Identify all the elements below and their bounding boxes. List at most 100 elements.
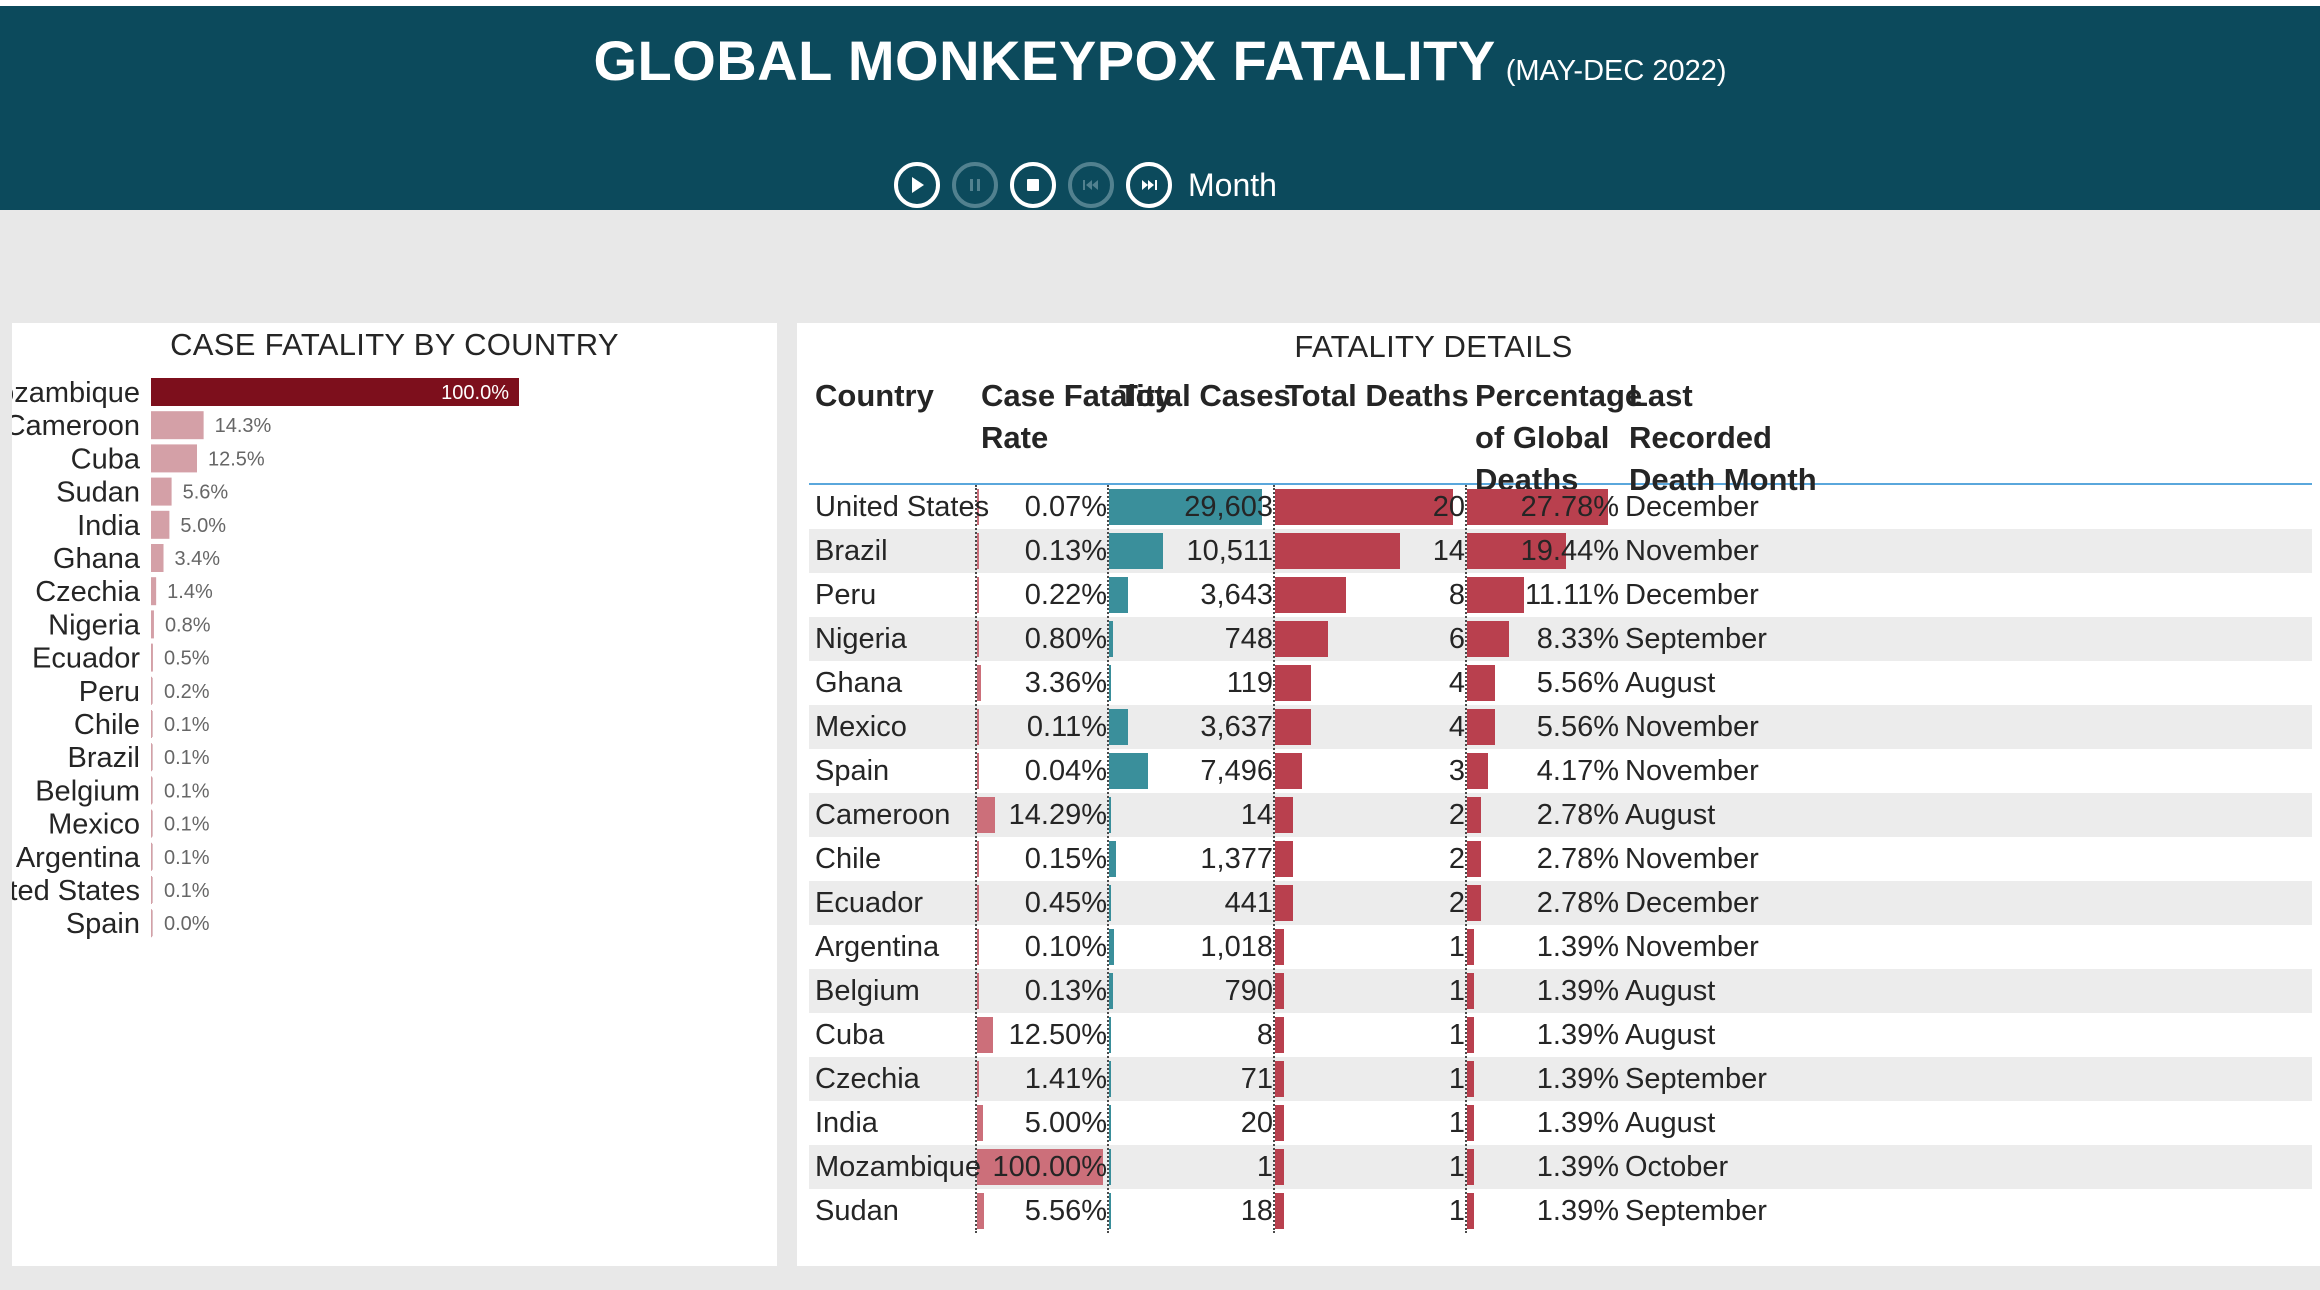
cell-percentage-global-deaths-bar — [1467, 533, 1566, 569]
bar — [151, 676, 152, 705]
cell-total-deaths: 1 — [1273, 1101, 1465, 1145]
cell-case-fatality-rate-text: 100.00% — [992, 1151, 1108, 1183]
cell-percentage-global-deaths-text: 27.78% — [1520, 491, 1619, 523]
column-header-total-cases[interactable]: Total Cases — [1119, 378, 1291, 413]
column-header-percentage-global-deaths[interactable]: Percentage of Global Deaths — [1475, 375, 1642, 515]
cell-total-deaths-bar — [1275, 1105, 1284, 1141]
cell-total-deaths-bar — [1275, 753, 1302, 789]
bar-category-label: India — [77, 510, 141, 542]
bar-value-label: 14.3% — [215, 415, 272, 437]
cell-total-cases-bar — [1109, 929, 1115, 965]
cell-total-cases: 18 — [1107, 1189, 1273, 1233]
play-icon[interactable] — [894, 162, 940, 208]
cell-case-fatality-rate-bar — [977, 1193, 985, 1229]
cell-percentage-global-deaths: 1.39% — [1465, 969, 1619, 1013]
table-row[interactable]: Mozambique 100.00% 1 1 1.39% October — [809, 1145, 2312, 1189]
table-row[interactable]: Brazil 0.13% 10,511 14 19.44% November — [809, 529, 2312, 573]
cell-country: India — [809, 1101, 975, 1145]
table-row[interactable]: Belgium 0.13% 790 1 1.39% August — [809, 969, 2312, 1013]
next-icon[interactable] — [1126, 162, 1172, 208]
cell-percentage-global-deaths: 1.39% — [1465, 1145, 1619, 1189]
table-row[interactable]: Peru 0.22% 3,643 8 11.11% December — [809, 573, 2312, 617]
cell-total-deaths-bar — [1275, 929, 1284, 965]
cell-country-text: Ecuador — [815, 887, 924, 919]
cell-total-cases-bar — [1109, 1149, 1111, 1185]
cell-total-cases-text: 18 — [1240, 1195, 1273, 1227]
cell-country-text: Belgium — [815, 975, 920, 1007]
cell-case-fatality-rate-bar — [977, 533, 979, 569]
cell-case-fatality-rate: 100.00% — [975, 1145, 1107, 1189]
cell-last-death-month: September — [1619, 1057, 1909, 1101]
table-row[interactable]: Ecuador 0.45% 441 2 2.78% December — [809, 881, 2312, 925]
cell-percentage-global-deaths: 5.56% — [1465, 661, 1619, 705]
cell-country: United States — [809, 485, 989, 529]
table-row[interactable]: Argentina 0.10% 1,018 1 1.39% November — [809, 925, 2312, 969]
cell-country-text: India — [815, 1107, 878, 1139]
cell-country: Argentina — [809, 925, 975, 969]
cell-last-death-month: August — [1619, 1013, 1909, 1057]
stop-icon[interactable] — [1010, 162, 1056, 208]
cell-total-deaths-bar — [1275, 973, 1284, 1009]
cell-percentage-global-deaths-text: 1.39% — [1536, 1019, 1619, 1051]
cell-case-fatality-rate: 14.29% — [975, 793, 1107, 837]
table-row[interactable]: Ghana 3.36% 119 4 5.56% August — [809, 661, 2312, 705]
cell-total-cases-text: 441 — [1224, 887, 1273, 919]
bar-category-label: Sudan — [56, 477, 140, 509]
cell-total-deaths-bar — [1275, 885, 1293, 921]
cell-total-deaths-bar — [1275, 1149, 1284, 1185]
table-row[interactable]: United States 0.07% 29,603 20 27.78% December — [809, 485, 2312, 529]
cell-total-deaths-bar — [1275, 665, 1311, 701]
page-bottom-margin — [0, 1266, 2320, 1290]
cell-country: Peru — [809, 573, 975, 617]
table-row[interactable]: Spain 0.04% 7,496 3 4.17% November — [809, 749, 2312, 793]
table-row[interactable]: India 5.00% 20 1 1.39% August — [809, 1101, 2312, 1145]
table-row[interactable]: Cuba 12.50% 8 1 1.39% August — [809, 1013, 2312, 1057]
table-row[interactable]: Mexico 0.11% 3,637 4 5.56% November — [809, 705, 2312, 749]
cell-total-cases-bar — [1109, 841, 1117, 877]
cell-case-fatality-rate-text: 0.10% — [1024, 931, 1107, 963]
cell-total-cases: 1 — [1107, 1145, 1273, 1189]
column-header-last-death-month[interactable]: Last Recorded Death Month — [1629, 378, 1817, 497]
table-row[interactable]: Cameroon 14.29% 14 2 2.78% August — [809, 793, 2312, 837]
cell-total-cases-text: 8 — [1256, 1019, 1273, 1051]
cell-percentage-global-deaths: 2.78% — [1465, 793, 1619, 837]
cell-case-fatality-rate-text: 1.41% — [1024, 1063, 1107, 1095]
bar — [151, 444, 197, 473]
cell-country: Mexico — [809, 705, 975, 749]
table-row[interactable]: Sudan 5.56% 18 1 1.39% September — [809, 1189, 2312, 1233]
column-header-total-deaths[interactable]: Total Deaths — [1285, 378, 1469, 413]
cell-case-fatality-rate-text: 3.36% — [1024, 667, 1107, 699]
table-row[interactable]: Nigeria 0.80% 748 6 8.33% September — [809, 617, 2312, 661]
cell-case-fatality-rate-text: 0.15% — [1024, 843, 1107, 875]
cell-total-deaths-text: 8 — [1448, 579, 1465, 611]
cell-last-death-month: September — [1619, 617, 1909, 661]
cell-total-cases: 1,018 — [1107, 925, 1273, 969]
cell-case-fatality-rate-bar — [977, 841, 979, 877]
cell-total-deaths-text: 4 — [1448, 667, 1465, 699]
cell-last-death-month-text: September — [1625, 1063, 1767, 1095]
cell-country: Spain — [809, 749, 975, 793]
previous-icon[interactable] — [1068, 162, 1114, 208]
column-separator — [975, 485, 977, 1233]
cell-percentage-global-deaths-bar — [1467, 1061, 1475, 1097]
cell-total-cases-bar — [1109, 797, 1111, 833]
column-header-country[interactable]: Country — [815, 378, 934, 413]
cell-total-cases-bar — [1109, 533, 1164, 569]
bar — [151, 477, 172, 506]
cell-total-cases-text: 3,637 — [1200, 711, 1273, 743]
cell-last-death-month-text: September — [1625, 1195, 1767, 1227]
cell-percentage-global-deaths-text: 1.39% — [1536, 975, 1619, 1007]
table-row[interactable]: Czechia 1.41% 71 1 1.39% September — [809, 1057, 2312, 1101]
cell-total-deaths: 6 — [1273, 617, 1465, 661]
bar — [151, 577, 157, 606]
table-row[interactable]: Chile 0.15% 1,377 2 2.78% November — [809, 837, 2312, 881]
cell-total-cases-text: 20 — [1240, 1107, 1273, 1139]
cell-case-fatality-rate: 0.80% — [975, 617, 1107, 661]
column-header-case-fatality-rate[interactable]: Case Fatality Rate — [981, 378, 1173, 455]
pause-icon[interactable] — [952, 162, 998, 208]
cell-country-text: Nigeria — [815, 623, 907, 655]
cell-total-cases-text: 14 — [1240, 799, 1273, 831]
cell-country-text: Sudan — [815, 1195, 899, 1227]
fatality-details-table: Country Case Fatality Rate Total Cases T… — [809, 375, 2312, 1233]
cell-total-deaths-text: 4 — [1448, 711, 1465, 743]
